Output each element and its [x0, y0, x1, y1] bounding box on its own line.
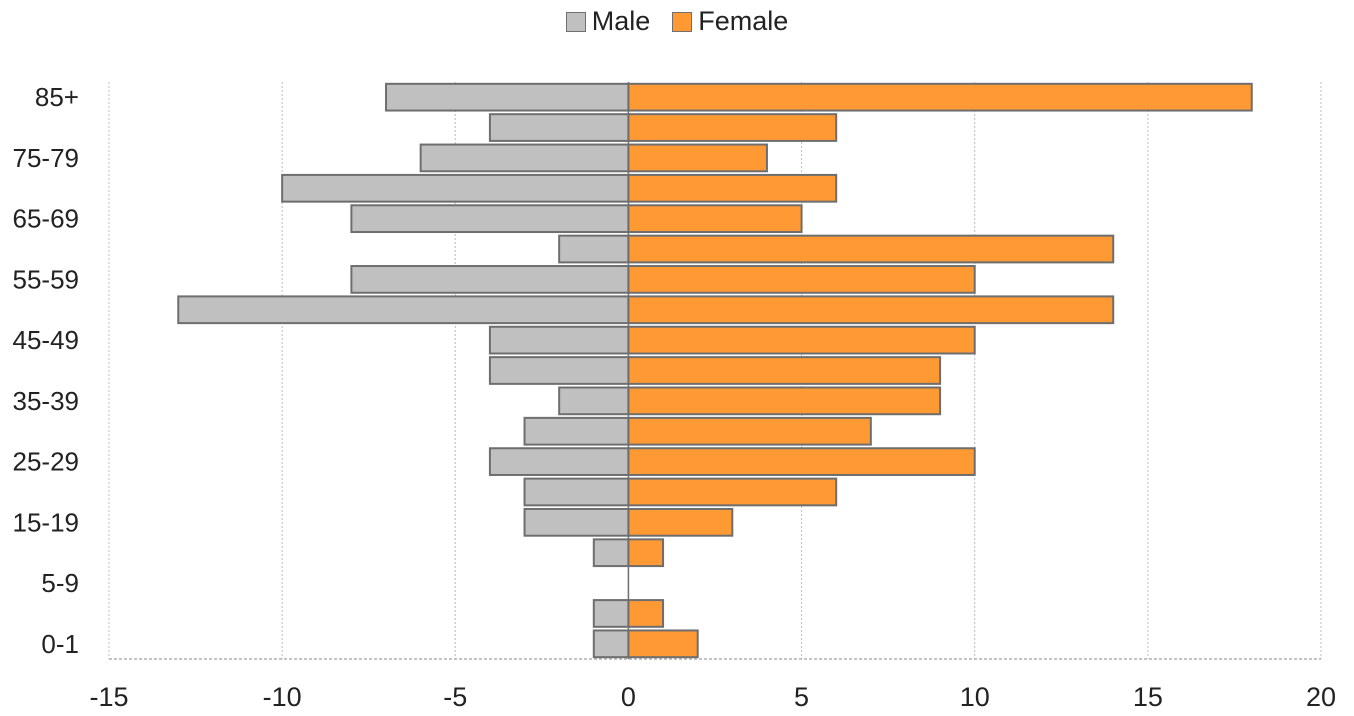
bar-male-70-74[interactable] — [281, 173, 630, 203]
legend-label-male: Male — [591, 6, 651, 36]
chart-legend: Male Female — [0, 6, 1354, 37]
bar-female-65-69[interactable] — [627, 204, 803, 234]
bar-male-20-24[interactable] — [523, 477, 630, 507]
y-axis: 0-1 5-9 15-19 25-29 35-39 45-49 55-59 65-69 75-7… — [13, 82, 80, 659]
bar-male-2-4[interactable] — [592, 599, 630, 628]
y-tick-label: 65-69 — [13, 204, 80, 234]
bar-female-55-59[interactable] — [627, 265, 976, 294]
bar-female-20-24[interactable] — [627, 477, 838, 507]
bar-female-25-29[interactable] — [627, 447, 976, 476]
bar-male-0-1[interactable] — [592, 629, 630, 659]
bar-female-85+[interactable] — [627, 82, 1253, 112]
bar-female-80-84[interactable] — [627, 113, 838, 142]
legend-item-male[interactable]: Male — [565, 6, 651, 37]
x-tick-label: 15 — [1133, 682, 1163, 712]
bar-female-75-79[interactable] — [627, 143, 768, 173]
y-tick-label: 0-1 — [41, 629, 79, 659]
bar-female-40-44[interactable] — [627, 356, 942, 385]
bar-male-30-34[interactable] — [523, 416, 630, 446]
x-tick-label: -10 — [263, 682, 302, 712]
bar-male-85+[interactable] — [385, 82, 630, 112]
x-tick-label: -15 — [89, 682, 128, 712]
legend-label-female: Female — [698, 6, 789, 36]
x-tick-label: -5 — [443, 682, 467, 712]
y-tick-label: 15-19 — [13, 507, 80, 537]
bar-female-60-64[interactable] — [627, 234, 1115, 264]
bar-female-15-19[interactable] — [627, 507, 734, 537]
legend-item-female[interactable]: Female — [672, 6, 788, 37]
x-axis: -15 -10 -5 0 5 10 15 20 — [89, 682, 1336, 712]
y-tick-label: 5-9 — [41, 568, 79, 598]
y-tick-label: 85+ — [35, 82, 79, 112]
bar-male-50-54[interactable] — [177, 295, 630, 325]
x-tick-label: 0 — [621, 682, 636, 712]
y-tick-label: 55-59 — [13, 264, 80, 294]
x-tick-label: 20 — [1306, 682, 1336, 712]
bar-male-10-14[interactable] — [592, 538, 630, 568]
bar-female-45-49[interactable] — [627, 325, 976, 355]
bar-male-25-29[interactable] — [488, 447, 630, 476]
y-tick-label: 25-29 — [13, 447, 80, 477]
bar-male-55-59[interactable] — [350, 265, 630, 294]
bar-male-15-19[interactable] — [523, 507, 630, 537]
bar-female-35-39[interactable] — [627, 386, 942, 416]
y-tick-label: 35-39 — [13, 386, 80, 416]
bar-female-50-54[interactable] — [627, 295, 1115, 325]
legend-swatch-male — [565, 11, 586, 32]
bar-female-0-1[interactable] — [627, 629, 699, 659]
bar-male-35-39[interactable] — [558, 386, 630, 416]
bar-male-40-44[interactable] — [488, 356, 630, 385]
bars — [177, 82, 1253, 659]
bar-male-75-79[interactable] — [419, 143, 630, 173]
y-tick-label: 45-49 — [13, 325, 80, 355]
bar-female-10-14[interactable] — [627, 538, 665, 568]
legend-swatch-female — [672, 11, 693, 32]
y-tick-label: 75-79 — [13, 143, 80, 173]
bar-male-45-49[interactable] — [488, 325, 630, 355]
bar-male-80-84[interactable] — [488, 113, 630, 142]
bar-male-60-64[interactable] — [558, 234, 630, 264]
bar-female-30-34[interactable] — [627, 416, 872, 446]
bar-male-65-69[interactable] — [350, 204, 630, 234]
x-tick-label: 10 — [960, 682, 990, 712]
bar-female-70-74[interactable] — [627, 173, 838, 203]
bar-female-2-4[interactable] — [627, 599, 665, 628]
x-tick-label: 5 — [794, 682, 809, 712]
